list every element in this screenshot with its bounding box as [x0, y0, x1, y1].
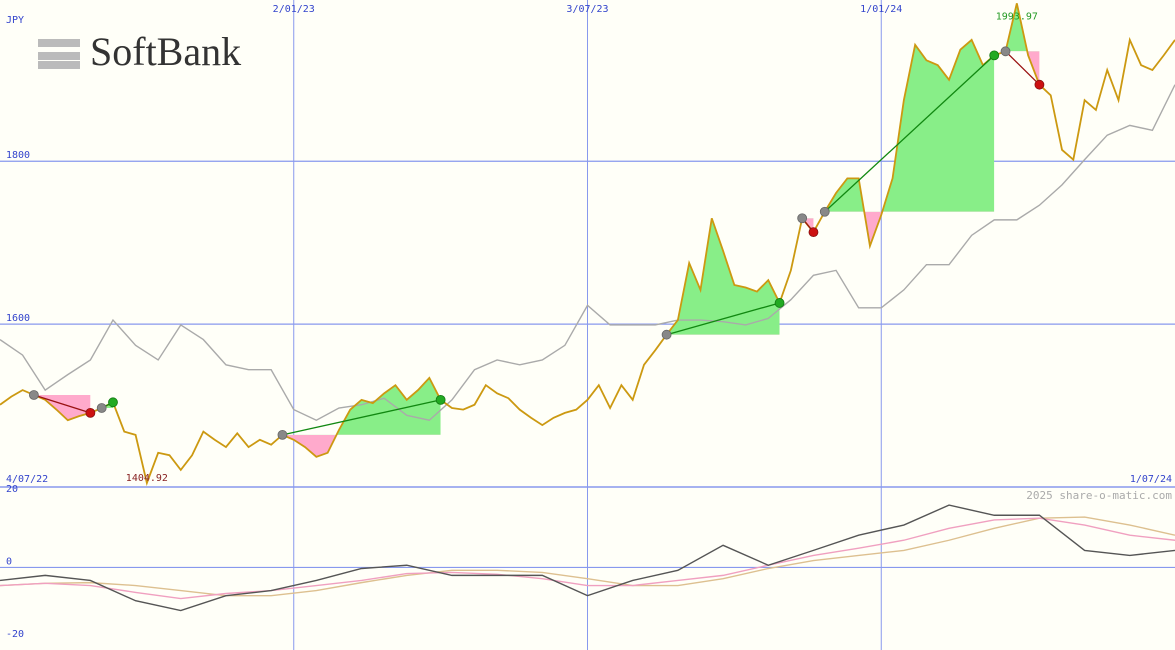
price-line: [0, 84, 1175, 422]
x-tick-label: 1/07/24: [1130, 474, 1172, 485]
trade-exit: [1034, 79, 1045, 90]
loss-fill: [282, 434, 441, 457]
y-tick-label: 0: [6, 556, 12, 567]
watermark: 2025 share-o-matic.com: [1026, 489, 1172, 502]
trade-line: [33, 394, 91, 414]
annotation: 1404.92: [126, 473, 168, 484]
loss-fill: [824, 211, 995, 246]
trade-exit: [85, 407, 96, 418]
price-line: [0, 504, 1175, 612]
trade-exit: [774, 298, 785, 308]
logo-bar: [38, 61, 80, 69]
trade-exit: [435, 394, 446, 405]
trade-exit: [989, 50, 1000, 61]
trade-entry: [819, 206, 830, 217]
trade-line: [666, 302, 780, 336]
trade-exit: [808, 227, 819, 237]
trade-entry: [661, 329, 672, 340]
y-tick-label: -20: [6, 629, 24, 640]
trade-entry: [28, 390, 39, 400]
gain-fill: [824, 39, 995, 212]
gain-fill: [282, 377, 441, 435]
y-axis-label: JPY: [6, 15, 24, 26]
x-tick-label: 3/07/23: [566, 4, 608, 15]
trade-entry: [1000, 46, 1011, 57]
logo: SoftBank: [90, 29, 241, 74]
logo-bar: [38, 39, 80, 47]
trade-line: [1005, 50, 1040, 86]
y-tick-label: 20: [6, 484, 18, 495]
trade-entry: [96, 403, 107, 413]
price-line: [0, 517, 1175, 600]
price-line: [0, 3, 1175, 487]
price-line: [0, 516, 1175, 597]
trade-line: [824, 54, 995, 213]
trade-line: [282, 399, 441, 436]
loss-fill: [1005, 51, 1040, 85]
y-tick-label: 1600: [6, 313, 30, 324]
logo-bar: [38, 52, 80, 60]
x-tick-label: 1/01/24: [860, 4, 902, 15]
gain-fill: [666, 218, 780, 335]
trade-entry: [797, 213, 808, 224]
trade-entry: [277, 429, 288, 440]
trade-exit: [108, 397, 118, 408]
x-tick-label: 2/01/23: [273, 4, 315, 15]
x-tick-label: 4/07/22: [6, 474, 48, 485]
y-tick-label: 1800: [6, 150, 30, 161]
annotation: 1993.97: [996, 11, 1038, 22]
